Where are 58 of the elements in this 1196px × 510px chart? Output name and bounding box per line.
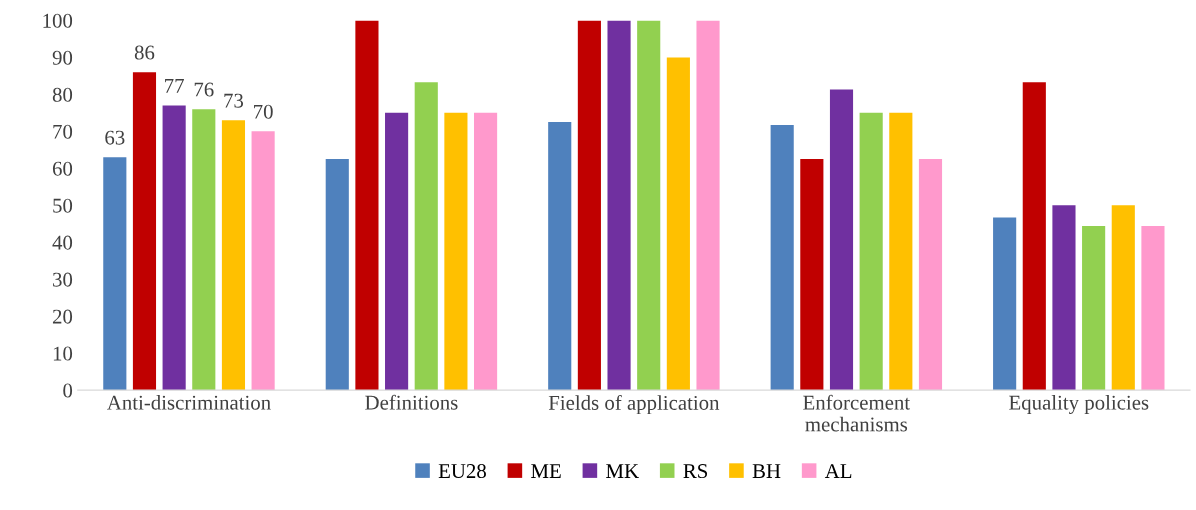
bar [474, 112, 498, 391]
bar [444, 112, 468, 391]
bar [859, 112, 883, 391]
bar [829, 89, 854, 391]
bar [770, 125, 794, 391]
bar [889, 112, 913, 391]
x-tick-label: Equality policies [1009, 395, 1149, 414]
legend-label: ME [531, 464, 561, 478]
y-tick-label: 10 [53, 346, 73, 361]
bar [1082, 225, 1106, 391]
legend-label: RS [683, 464, 708, 479]
y-tick-label: 70 [53, 124, 73, 139]
y-tick-label: 50 [53, 198, 73, 213]
bar [103, 157, 127, 391]
bar [325, 159, 349, 391]
bar [696, 20, 720, 391]
bar [666, 57, 690, 391]
x-tick-label: Fields of application [548, 395, 720, 415]
y-tick-label: 80 [52, 87, 73, 102]
bar [577, 20, 601, 391]
y-tick-label: 60 [52, 161, 73, 176]
bar [355, 20, 379, 391]
bar [993, 217, 1017, 391]
bar [607, 20, 631, 391]
bar [800, 159, 824, 391]
legend-label: AL [824, 464, 852, 478]
x-tick-label: Definitions [365, 394, 458, 410]
bar [637, 20, 661, 391]
bar [192, 109, 216, 391]
bar [162, 105, 186, 391]
bar [132, 72, 157, 391]
bar [1111, 205, 1135, 391]
y-tick-label: 0 [63, 383, 73, 398]
legend-label: EU28 [438, 464, 486, 479]
legend-label: BH [752, 464, 781, 478]
bar [548, 122, 572, 391]
legend-label: MK [606, 464, 639, 478]
y-tick-label: 100 [43, 13, 73, 28]
bar [1052, 205, 1076, 391]
x-tick-label: Anti-discrimination [107, 395, 271, 410]
x-tick-label: Enforcement mechanisms [803, 394, 911, 432]
bar [385, 112, 409, 391]
bar [1022, 82, 1046, 391]
y-tick-label: 20 [52, 309, 73, 324]
data-label: 77 [165, 79, 184, 93]
bar [1141, 225, 1165, 391]
bar [251, 131, 275, 391]
data-label: 63 [105, 130, 125, 145]
y-tick-label: 90 [52, 50, 73, 65]
bar [221, 120, 246, 391]
y-tick-label: 40 [52, 235, 73, 250]
bar [918, 159, 943, 391]
data-label: 73 [224, 93, 244, 108]
bar [414, 82, 438, 391]
y-tick-label: 30 [53, 272, 73, 287]
data-label: 70 [254, 104, 273, 119]
data-label: 76 [194, 82, 214, 97]
data-label: 86 [134, 45, 155, 60]
